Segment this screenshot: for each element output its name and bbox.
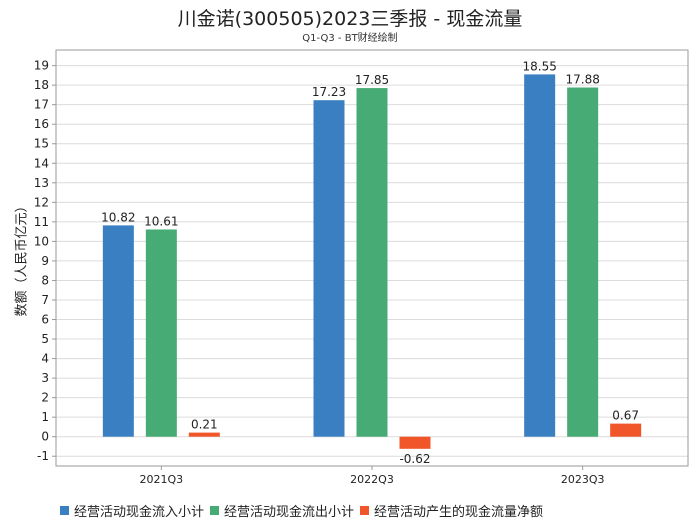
plot-frame [55,49,689,467]
y-tick-label: 13 [34,176,49,190]
y-tick-label: 14 [34,156,49,170]
chart-title: 川金诺(300505)2023三季报 - 现金流量 [177,8,523,30]
bar [399,436,431,449]
data-label: 17.85 [355,73,389,87]
legend-item-outflow: 经营活动现金流出小计 [210,501,354,520]
data-label: 10.82 [101,210,135,224]
y-tick-label: 12 [34,195,49,209]
y-tick-label: -1 [37,449,49,463]
bar [102,225,134,437]
legend: 经营活动现金流入小计 经营活动现金流出小计 经营活动产生的现金流量净额 [60,500,549,520]
y-tick-label: 3 [41,371,49,385]
y-tick-label: 11 [34,215,49,229]
data-label: 0.67 [612,409,639,423]
data-label: 17.23 [312,85,346,99]
x-tick-label: 2023Q3 [561,473,605,486]
bar [145,229,177,437]
y-tick-label: 19 [34,59,49,73]
data-label: 0.21 [191,418,218,432]
data-label: 18.55 [522,59,556,73]
legend-item-net: 经营活动产生的现金流量净额 [360,501,543,520]
legend-swatch-inflow [60,505,69,515]
y-tick-label: 1 [41,410,49,424]
bar [610,423,642,437]
x-axis-ticks: 2021Q3 2022Q3 2023Q3 [140,466,605,486]
y-tick-label: 18 [34,78,49,92]
y-tick-label: 16 [34,117,49,131]
y-tick-label: 2 [41,391,49,405]
legend-swatch-outflow [210,505,220,515]
y-tick-label: 17 [34,98,49,112]
y-tick-label: 5 [41,332,49,346]
legend-label-net: 经营活动产生的现金流量净额 [374,504,544,520]
data-label: -0.62 [399,452,430,466]
y-tick-label: 9 [41,254,49,268]
y-tick-label: 10 [34,234,49,248]
bar [524,74,556,437]
legend-label-outflow: 经营活动现金流出小计 [224,504,355,520]
y-tick-label: 0 [41,430,49,444]
legend-label-inflow: 经营活动现金流入小计 [74,504,205,520]
y-tick-label: 15 [34,137,49,151]
bar [188,432,220,437]
y-tick-label: 7 [41,293,49,307]
chart-subtitle: Q1-Q3 - BT财经绘制 [302,33,398,44]
y-tick-label: 4 [41,352,49,366]
bar [356,88,388,437]
data-label: 10.61 [144,214,178,228]
y-tick-label: 6 [41,313,49,327]
legend-swatch-net [360,505,370,515]
y-tick-label: 8 [41,273,49,287]
x-tick-label: 2022Q3 [350,473,394,486]
bars: 10.82 10.61 0.21 17.23 17.85 -0.62 18.55 17.88 0… [101,59,642,466]
bar [567,87,599,437]
bar [313,100,345,437]
legend-item-inflow: 经营活动现金流入小计 [60,501,204,520]
x-tick-label: 2021Q3 [140,473,184,486]
data-label: 17.88 [565,72,599,86]
